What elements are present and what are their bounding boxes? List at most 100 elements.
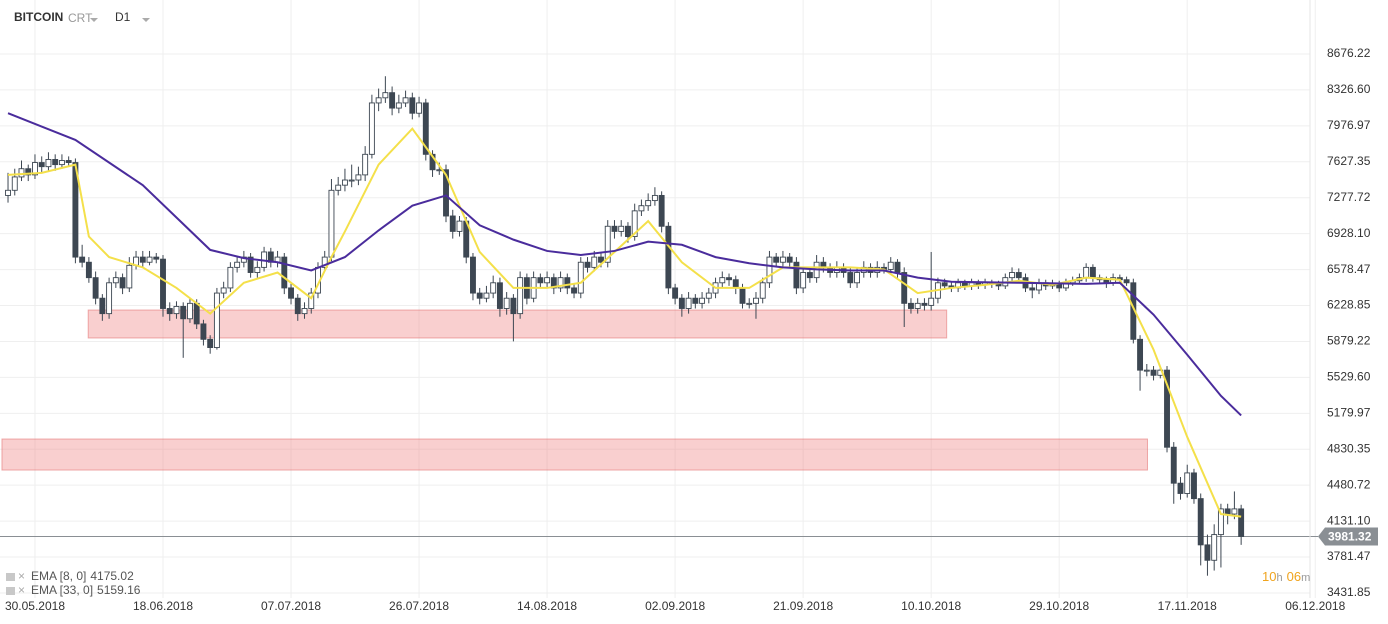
x-tick-label: 26.07.2018 [389,599,449,613]
price-zone [1,438,1148,471]
candle-body [382,92,389,99]
legend-entry: EMA [33, 0] 5159.16 [31,583,141,597]
candle-body [85,261,92,279]
candle-body [503,297,510,309]
candle-body [58,160,65,166]
candle-body [705,292,712,299]
candle-body [180,305,187,320]
symbol[interactable]: BITCOIN [14,10,63,24]
x-tick-label: 18.06.2018 [133,599,193,613]
candle-body [449,215,456,232]
candle-body [1123,279,1130,284]
price-tag [1318,527,1378,546]
candle-body [1170,446,1177,484]
candle-body [651,194,658,202]
candle-body [786,256,793,263]
candle-body [213,292,220,348]
candle-body [99,297,106,315]
price-zone [87,309,948,339]
candle-body [443,169,449,217]
x-tick-label: 06.12.2018 [1285,599,1345,613]
candle-body [395,102,402,109]
candle-body [685,297,692,309]
candle-body [624,225,631,237]
candle-body [598,256,604,263]
dropdown-caret[interactable] [142,18,150,22]
countdown-hours: 10 [1262,569,1276,584]
candle-body [544,277,551,284]
candle-body [665,225,672,289]
countdown-minutes: 06 [1287,569,1301,584]
candle-body [126,264,133,289]
candle-body [887,261,894,270]
candle-body [79,256,86,263]
y-tick-label: 6578.47 [1327,262,1371,276]
candle-body [301,308,308,315]
candle-body [672,287,679,299]
candle-body [106,282,113,315]
candle-body [166,308,173,315]
candle-body [483,292,490,299]
candle-body [914,302,921,309]
candle-body [631,210,638,237]
y-tick-label: 8326.60 [1327,82,1371,96]
candle-body [618,225,625,232]
candle-body [692,297,699,304]
candle-body [1164,369,1170,448]
candle-body [894,261,901,273]
candle-body [773,256,780,263]
candle-body [645,200,652,207]
candle-body [52,159,59,166]
candle-body [341,179,348,186]
candle-body [1143,369,1150,372]
candle-body [119,277,126,289]
legend-icon: × [18,583,25,597]
candle-body [611,225,618,232]
candle-body [18,168,25,178]
candle-body [847,272,854,284]
candle-body [1197,498,1204,546]
candle-body [220,287,227,294]
y-tick-label: 6928.10 [1327,226,1371,240]
candle-body [557,277,564,289]
candle-body [227,266,234,289]
candle-body [38,162,45,168]
candle-body [321,256,328,268]
legend-icon: × [18,569,25,583]
y-tick-label: 4480.72 [1327,477,1371,491]
candle-body [766,256,773,284]
candle-body [207,338,214,348]
candle-body [1184,472,1191,494]
candle-body [25,168,32,176]
y-tick-label: 4131.10 [1327,513,1371,527]
candle-body [1029,287,1036,291]
chart-type[interactable]: CRT [68,11,93,25]
timeframe[interactable]: D1 [115,10,131,24]
x-tick-label: 07.07.2018 [261,599,321,613]
candle-body [961,282,968,287]
x-tick-label: 10.10.2018 [901,599,961,613]
dropdown-caret[interactable] [90,18,98,22]
y-tick-label: 7277.72 [1327,190,1371,204]
candle-body [537,277,544,284]
candle-body [402,97,409,104]
candle-body [779,256,786,263]
candle-body [187,302,193,320]
candle-body [604,225,611,263]
candle-body [416,102,423,114]
candle-body [726,277,732,281]
legend-value: 5159.16 [97,583,141,597]
y-tick-label: 8676.22 [1327,46,1371,60]
candle-body [1015,272,1022,279]
y-tick-label: 5529.60 [1327,370,1371,384]
candle-body [470,256,476,294]
candle-body [1224,508,1231,515]
candle-body [746,302,753,305]
candle-body [308,292,315,309]
x-tick-label: 30.05.2018 [5,599,65,613]
candle-body [571,287,577,294]
candle-body [200,323,207,340]
candle-body [753,297,759,304]
candle-body [328,189,335,258]
